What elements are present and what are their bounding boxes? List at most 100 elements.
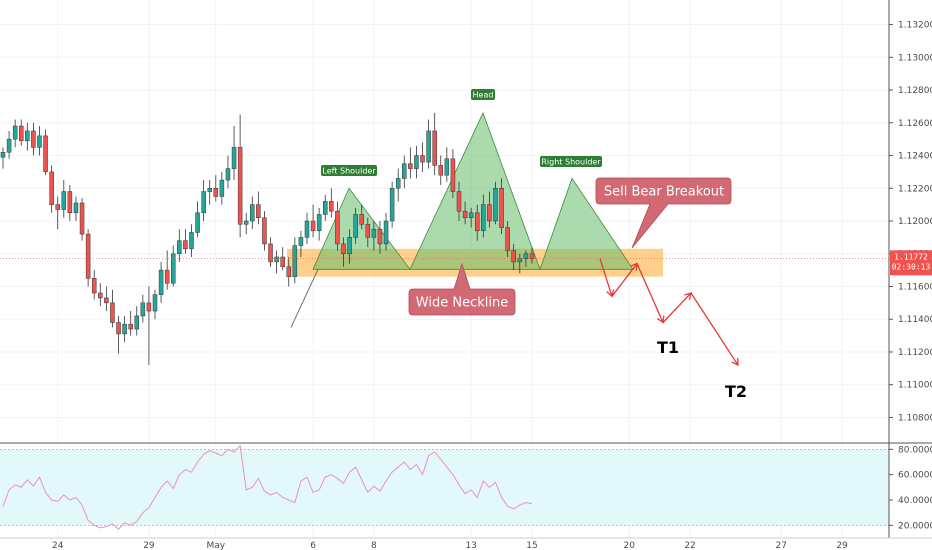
candle (73, 196, 79, 221)
candle-body (110, 302, 115, 323)
candle (49, 165, 54, 213)
candle (335, 201, 340, 251)
projection-segment (662, 292, 692, 323)
candle (414, 145, 419, 179)
candle-body (31, 130, 36, 148)
candle-body (183, 240, 188, 250)
target-t1-label: T1 (657, 338, 679, 357)
candle (189, 224, 194, 258)
candle (91, 270, 97, 300)
price-tick-label: 1.12600 (898, 119, 932, 129)
candle (55, 196, 60, 230)
candle (274, 250, 279, 274)
price-tick-label: 1.12800 (898, 86, 932, 96)
candle-body (462, 210, 468, 218)
price-tick-label: 1.12200 (898, 184, 932, 194)
candle-body (408, 163, 413, 169)
candle (152, 289, 158, 320)
candle-body (529, 253, 535, 259)
candle-body (164, 269, 170, 284)
rsi-axis[interactable]: 80.0000 60.0000 40.0000 20.0000 (889, 445, 932, 531)
candle-body (91, 278, 97, 294)
candle (316, 207, 322, 241)
candle-body (444, 158, 450, 176)
candle-body (152, 294, 158, 312)
candle-body (371, 228, 377, 238)
right-shoulder-label: Right Shoulder (540, 156, 602, 167)
candle-body (493, 188, 498, 222)
candle-body (347, 237, 352, 254)
neckline-callout-shape (408, 262, 516, 316)
candle (353, 207, 358, 244)
candle (207, 180, 212, 205)
candle-body (262, 217, 267, 245)
projection-segment (636, 263, 664, 323)
candle (37, 126, 42, 156)
candle-body (61, 191, 67, 210)
time-tick-label: 29 (836, 541, 848, 550)
candle (256, 191, 261, 225)
candle-body (98, 292, 103, 299)
wide-neckline-callout: Wide Neckline (408, 262, 516, 316)
candle-body (505, 227, 510, 251)
rsi-band (0, 449, 889, 526)
projection-segment (690, 292, 739, 366)
candle (371, 221, 377, 251)
candle-body (274, 256, 279, 263)
price-tick-label: 1.10800 (898, 413, 932, 423)
candle (426, 119, 431, 169)
candle (6, 130, 12, 159)
candle (389, 181, 395, 228)
head-label: Head (471, 89, 495, 100)
candle (487, 191, 492, 228)
last-price-countdown: 02:30:13 (892, 262, 931, 271)
candle (408, 147, 413, 179)
candle-body (383, 220, 389, 245)
candle (61, 180, 67, 218)
candle-body (256, 204, 261, 218)
candle (268, 237, 273, 267)
price-tick-label: 1.11000 (898, 381, 932, 391)
candle (286, 257, 292, 287)
candle (438, 155, 444, 185)
candle (474, 204, 480, 241)
sell-bear-breakout-callout: Sell Bear Breakout (595, 177, 732, 249)
candle (0, 147, 6, 169)
candle-body (456, 191, 462, 212)
candle (98, 283, 103, 307)
candle (243, 212, 249, 235)
candle-body (474, 212, 480, 232)
candle (304, 212, 310, 244)
candle-body (49, 171, 54, 205)
candle (383, 212, 389, 251)
candle-body (310, 220, 316, 232)
candle (31, 122, 36, 156)
candles-layer (0, 112, 535, 366)
candle-body (170, 253, 176, 284)
candle-body (316, 214, 322, 232)
candle-body (189, 232, 194, 250)
time-tick-label: 22 (684, 541, 695, 550)
candle (146, 286, 152, 366)
time-axis[interactable]: 24 29 May 6 8 13 15 20 22 27 29 (52, 541, 848, 550)
price-tick-label: 1.11400 (898, 315, 932, 325)
candle (347, 229, 352, 264)
candle-body (353, 214, 358, 238)
candle-body (146, 302, 152, 312)
candle-body (402, 163, 407, 179)
price-tick-label: 1.12400 (898, 152, 932, 162)
last-price-badge-bg (890, 250, 932, 276)
candle-body (292, 245, 298, 277)
candle (292, 237, 298, 284)
candle-body (487, 204, 492, 222)
price-axis[interactable]: 1.13200 1.13000 1.12800 1.12600 1.12400 1.122… (889, 21, 932, 424)
candle-body (43, 135, 48, 173)
candle-body (158, 269, 164, 295)
candle (468, 207, 474, 228)
left-shoulder-text: Left Shoulder (322, 167, 376, 176)
candle (377, 221, 383, 254)
candle (201, 180, 206, 221)
candle-body (426, 130, 431, 163)
